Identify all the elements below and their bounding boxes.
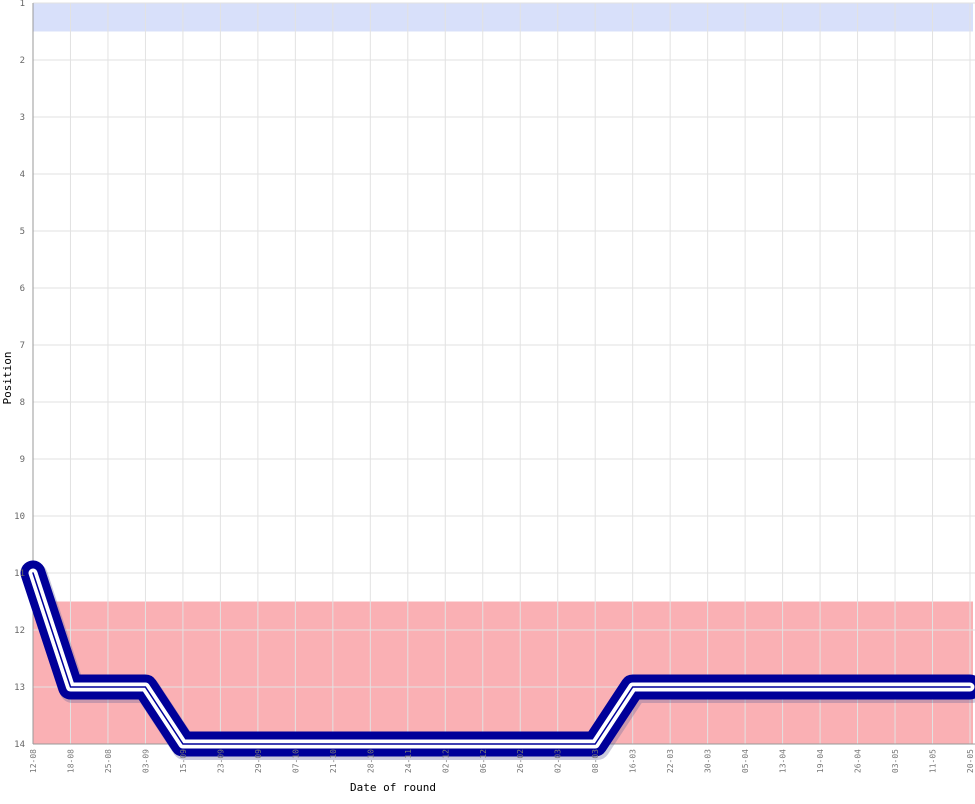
x-tick-label: 03-05	[891, 749, 900, 773]
y-tick-label: 2	[20, 56, 25, 66]
x-tick-label: 21-10	[329, 749, 338, 773]
series-point	[407, 743, 409, 745]
y-tick-label: 11	[14, 569, 25, 579]
series-point	[707, 686, 709, 688]
x-tick-label: 25-08	[104, 749, 113, 773]
x-tick-label: 26-04	[854, 749, 863, 773]
x-tick-label: 06-12	[479, 749, 488, 773]
series-point	[557, 743, 559, 745]
series-point	[32, 572, 34, 574]
x-tick-label: 29-09	[254, 749, 263, 773]
x-tick-label: 16-03	[629, 749, 638, 773]
x-tick-label: 18-08	[66, 749, 75, 773]
y-tick-label: 13	[14, 683, 25, 693]
y-tick-label: 14	[14, 740, 25, 750]
y-tick-label: 12	[14, 626, 25, 636]
x-tick-label: 13-04	[779, 749, 788, 773]
series-point	[144, 686, 146, 688]
series-point	[819, 686, 821, 688]
series-point	[669, 686, 671, 688]
series-point	[782, 686, 784, 688]
band-relegation	[33, 601, 973, 744]
series-point	[332, 743, 334, 745]
x-tick-label: 28-10	[366, 749, 375, 773]
series-point	[857, 686, 859, 688]
band-top	[33, 3, 973, 32]
series-point	[482, 743, 484, 745]
series-line-core	[32, 572, 971, 745]
x-tick-label: 08-03	[591, 749, 600, 773]
x-tick-label: 22-03	[666, 749, 675, 773]
x-tick-label: 11-05	[929, 749, 938, 773]
y-tick-label: 8	[20, 398, 25, 408]
x-tick-label: 02-03	[554, 749, 563, 773]
series-point	[257, 743, 259, 745]
y-tick-label: 9	[20, 455, 25, 465]
series-point	[594, 743, 596, 745]
x-tick-label: 23-09	[216, 749, 225, 773]
series-layer	[20, 560, 975, 760]
x-axis-title: Date of round	[350, 781, 436, 794]
series-point	[107, 686, 109, 688]
y-tick-label: 4	[20, 170, 25, 180]
x-tick-label: 26-02	[516, 749, 525, 773]
x-tick-label: 05-04	[741, 749, 750, 773]
series-point	[369, 743, 371, 745]
x-tick-label: 07-10	[291, 749, 300, 773]
series-point	[894, 686, 896, 688]
x-tick-label: 15-09	[179, 749, 188, 773]
series-point	[632, 686, 634, 688]
y-tick-label: 3	[20, 113, 25, 123]
series-point	[969, 686, 971, 688]
x-tick-label: 02-12	[441, 749, 450, 773]
series-point	[932, 686, 934, 688]
x-tick-label: 20-05	[966, 749, 975, 773]
x-tick-label: 30-03	[704, 749, 713, 773]
y-axis-title: Position	[1, 352, 14, 405]
series-point	[69, 686, 71, 688]
series-point	[519, 743, 521, 745]
bands-layer	[33, 3, 973, 744]
y-tick-label: 7	[20, 341, 25, 351]
series-point	[182, 743, 184, 745]
x-tick-labels: 12-08 18-08 25-08 03-09 15-09 23-09 29-09 07-10…	[29, 749, 975, 773]
y-tick-label: 5	[20, 227, 25, 237]
series-point	[294, 743, 296, 745]
series-point	[744, 686, 746, 688]
series-point	[444, 743, 446, 745]
x-tick-label: 24-11	[404, 749, 413, 773]
y-tick-label: 6	[20, 284, 25, 294]
x-tick-label: 03-09	[141, 749, 150, 773]
x-tick-label: 12-08	[29, 749, 38, 773]
y-tick-label: 10	[14, 512, 25, 522]
series-point	[219, 743, 221, 745]
y-tick-label: 1	[20, 0, 25, 9]
x-tick-label: 19-04	[816, 749, 825, 773]
